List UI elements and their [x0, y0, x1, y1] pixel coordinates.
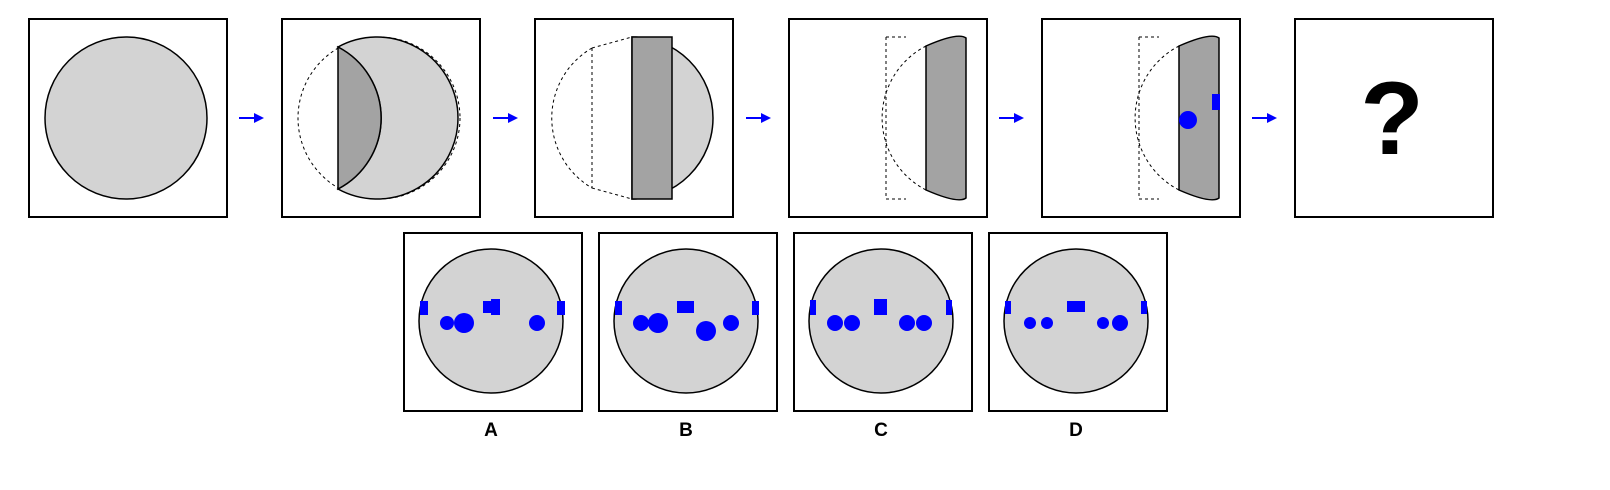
option-d[interactable]	[988, 232, 1168, 412]
option-a-label: A	[484, 420, 498, 441]
question-mark: ?	[1360, 61, 1424, 177]
paper-circle	[44, 36, 208, 200]
sequence-panel-5	[1041, 18, 1241, 218]
right-arrow-icon	[492, 110, 520, 131]
right-arrow-icon	[1251, 110, 1279, 131]
option-c[interactable]	[793, 232, 973, 412]
sequence-panel-4	[788, 18, 988, 218]
sequence-panel-1	[28, 18, 228, 218]
right-arrow-icon	[238, 110, 266, 131]
circle-hole-icon	[1179, 111, 1197, 129]
option-d-label: D	[1069, 420, 1083, 441]
square-hole-icon	[1212, 94, 1220, 110]
option-b[interactable]	[598, 232, 778, 412]
right-arrow-icon	[745, 110, 773, 131]
right-arrow-icon	[998, 110, 1026, 131]
sequence-panel-question: ?	[1294, 18, 1494, 218]
option-c-label: C	[874, 420, 888, 441]
sequence-panel-3	[534, 18, 734, 218]
option-a[interactable]	[403, 232, 583, 412]
option-b-label: B	[679, 420, 693, 441]
sequence-panel-2	[281, 18, 481, 218]
